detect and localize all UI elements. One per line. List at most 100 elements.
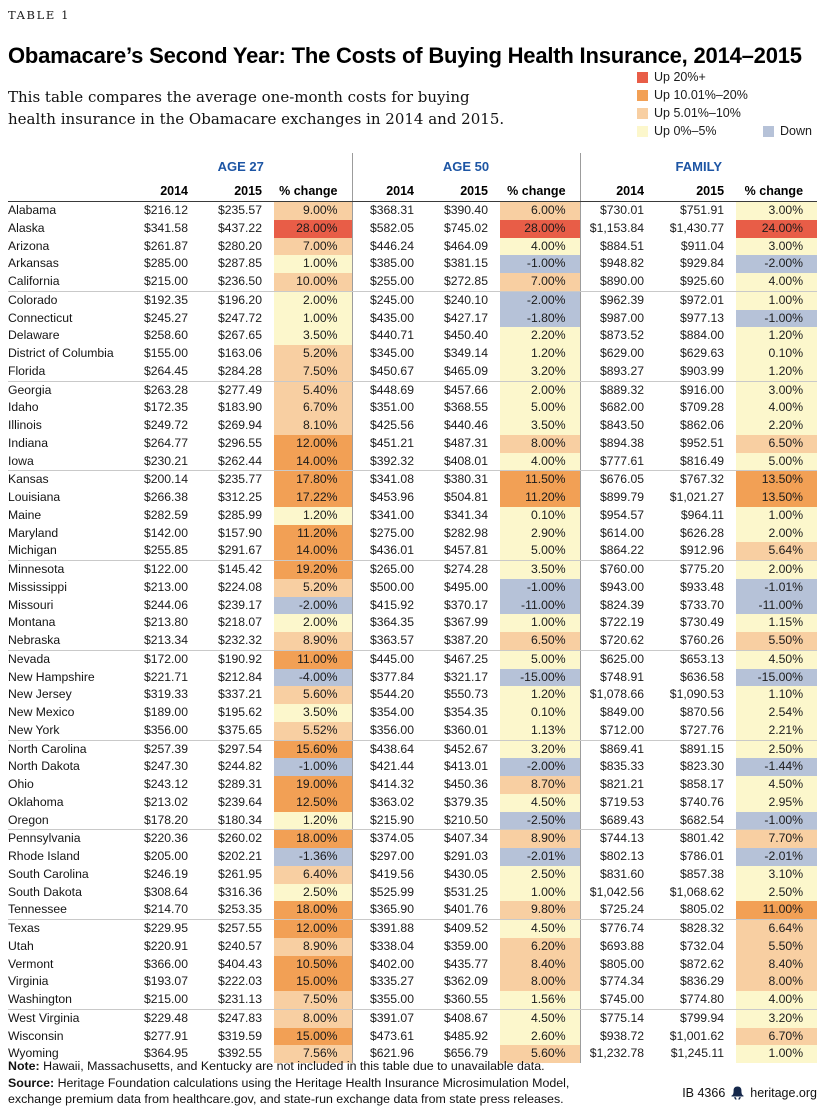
premium-value-cell: $693.88 — [599, 938, 645, 953]
premium-value-cell: $776.74 — [599, 921, 645, 935]
premium-value-cell: $341.00 — [369, 507, 414, 522]
pct-change-cell: 2.50% — [274, 883, 353, 902]
premium-value-cell: $823.30 — [679, 759, 725, 774]
premium-value-cell: $414.32 — [369, 777, 414, 791]
premium-value-cell: $1,021.27 — [669, 490, 725, 504]
state-cell: Illinois — [8, 418, 42, 432]
premium-value-cell: $291.67 — [200, 542, 274, 562]
premium-value-cell: $359.00 — [443, 938, 488, 953]
table-row: Alabama $216.12 $235.57 9.00% $368.31 $390.40… — [8, 201, 818, 220]
pct-change-cell: 3.50% — [274, 327, 353, 345]
source-text: Heritage Foundation calculations using t… — [8, 1075, 570, 1107]
premium-value-cell: $232.32 — [200, 632, 274, 651]
state-column-spacer — [8, 153, 130, 176]
pct-change-cell: 5.00% — [500, 650, 581, 669]
premium-value-cell: $450.36 — [443, 777, 488, 791]
premium-value-cell: $375.65 — [200, 721, 274, 741]
pct-change-cell: 4.50% — [500, 919, 581, 938]
table-row: Georgia $263.28 $277.49 5.40% $448.69 $457.66… — [8, 381, 818, 400]
premium-value-cell: $938.72 — [599, 1028, 645, 1043]
premium-value-cell: $676.05 — [599, 472, 645, 487]
premium-value-cell: $884.51 — [599, 238, 645, 253]
state-cell: Maryland — [8, 525, 59, 540]
premium-value-cell: $440.71 — [369, 328, 414, 343]
table-row: Maryland $142.00 $157.90 11.20% $275.00 $282.… — [8, 524, 818, 543]
premium-value-cell: $392.55 — [217, 1046, 262, 1061]
premium-value-cell: $285.00 — [143, 256, 188, 271]
group-header-family: FAMILY — [675, 159, 723, 174]
state-cell: Oregon — [8, 811, 130, 831]
state-cell: New Hampshire — [8, 669, 95, 684]
premium-value-cell: $390.40 — [443, 203, 488, 217]
pct-change-cell: 5.52% — [274, 721, 353, 741]
premium-value-cell: $316.36 — [217, 884, 262, 899]
premium-value-cell: $891.15 — [679, 741, 725, 756]
premium-value-cell: $425.56 — [369, 418, 414, 432]
premium-value-cell: $354.00 — [369, 705, 414, 719]
legend-swatch — [637, 125, 648, 137]
premium-value-cell: $267.65 — [217, 328, 262, 343]
table-row: Indiana $264.77 $296.55 12.00% $451.21 $487.3… — [8, 434, 818, 453]
premium-value-cell: $730.01 — [599, 203, 645, 217]
premium-value-cell: $799.94 — [679, 1010, 725, 1025]
table-row: Alaska $341.58 $437.22 28.00% $582.05 $745.02… — [8, 219, 818, 238]
premium-value-cell: $457.66 — [443, 382, 488, 397]
state-cell: Indiana — [8, 435, 48, 450]
pct-change-cell: 9.80% — [500, 901, 581, 921]
premium-value-cell: $364.95 — [143, 1046, 188, 1061]
premium-value-cell: $916.00 — [679, 382, 725, 397]
premium-value-cell: $213.02 — [143, 794, 188, 809]
legend-item-down: Down — [763, 122, 812, 140]
premium-value-cell: $212.84 — [217, 669, 262, 684]
premium-value-cell: $235.77 — [217, 472, 262, 487]
table-row: South Carolina $246.19 $261.95 6.40% $419.56… — [8, 865, 818, 884]
pct-change-cell: 1.00% — [500, 883, 581, 902]
state-cell: South Carolina — [8, 866, 89, 881]
state-cell: Arkansas — [8, 256, 59, 271]
premium-value-cell: $392.32 — [352, 452, 426, 472]
premium-value-cell: $467.25 — [443, 651, 488, 666]
premium-value-cell: $421.44 — [369, 759, 414, 774]
pct-change-cell: 8.00% — [736, 973, 818, 991]
state-cell: Nevada — [8, 651, 51, 666]
premium-value-cell: $218.07 — [217, 615, 262, 630]
premium-value-cell: $215.00 — [130, 273, 200, 292]
pct-change-cell: 7.50% — [274, 362, 353, 382]
note-text: Hawaii, Massachusetts, and Kentucky are … — [39, 1059, 545, 1073]
pct-change-cell: 6.70% — [274, 399, 353, 417]
pct-change-cell: 18.00% — [274, 829, 353, 848]
state-cell: Montana — [8, 615, 56, 630]
table-row: Montana $213.80 $218.07 2.00% $364.35 $367.99… — [8, 614, 818, 632]
premium-value-cell: $183.90 — [217, 400, 262, 415]
premium-value-cell: $264.45 — [130, 362, 200, 382]
pct-change-cell: -11.00% — [736, 596, 818, 615]
premium-value-cell: $889.32 — [599, 382, 645, 397]
premium-value-cell: $284.28 — [200, 362, 274, 382]
pct-change-cell: -2.00% — [500, 291, 581, 310]
state-cell: Nebraska — [8, 632, 130, 651]
premium-value-cell: $351.00 — [369, 400, 414, 415]
table-row: Michigan $255.85 $291.67 14.00% $436.01 $457.… — [8, 542, 818, 562]
source-label: Source: — [8, 1075, 55, 1090]
premium-value-cell: $401.76 — [426, 901, 500, 921]
note-line: Note: Hawaii, Massachusetts, and Kentuck… — [8, 1058, 608, 1075]
premium-value-cell: $473.61 — [369, 1028, 414, 1043]
footer: IB 4366 heritage.org — [682, 1086, 817, 1100]
premium-value-cell: $500.00 — [369, 579, 414, 594]
premium-value-cell: $435.77 — [443, 956, 488, 971]
pct-change-cell: 2.00% — [274, 614, 353, 632]
premium-value-cell: $215.00 — [130, 991, 200, 1010]
premium-value-cell: $775.14 — [599, 1010, 645, 1025]
premium-value-cell: $189.00 — [143, 705, 188, 719]
premium-value-cell: $943.00 — [599, 579, 645, 594]
pct-change-cell: 4.50% — [500, 793, 581, 812]
state-cell: Oklahoma — [8, 794, 64, 809]
premium-value-cell: $465.09 — [426, 362, 500, 382]
premium-value-cell: $775.20 — [679, 562, 725, 576]
premium-value-cell: $220.91 — [143, 938, 188, 953]
state-cell: Virginia — [8, 974, 49, 989]
pct-change-cell: 7.00% — [500, 273, 581, 292]
pct-change-cell: -1.00% — [736, 811, 818, 831]
table-row: Florida $264.45 $284.28 7.50% $450.67 $465.09… — [8, 362, 818, 382]
pct-change-cell: -2.00% — [274, 596, 353, 615]
